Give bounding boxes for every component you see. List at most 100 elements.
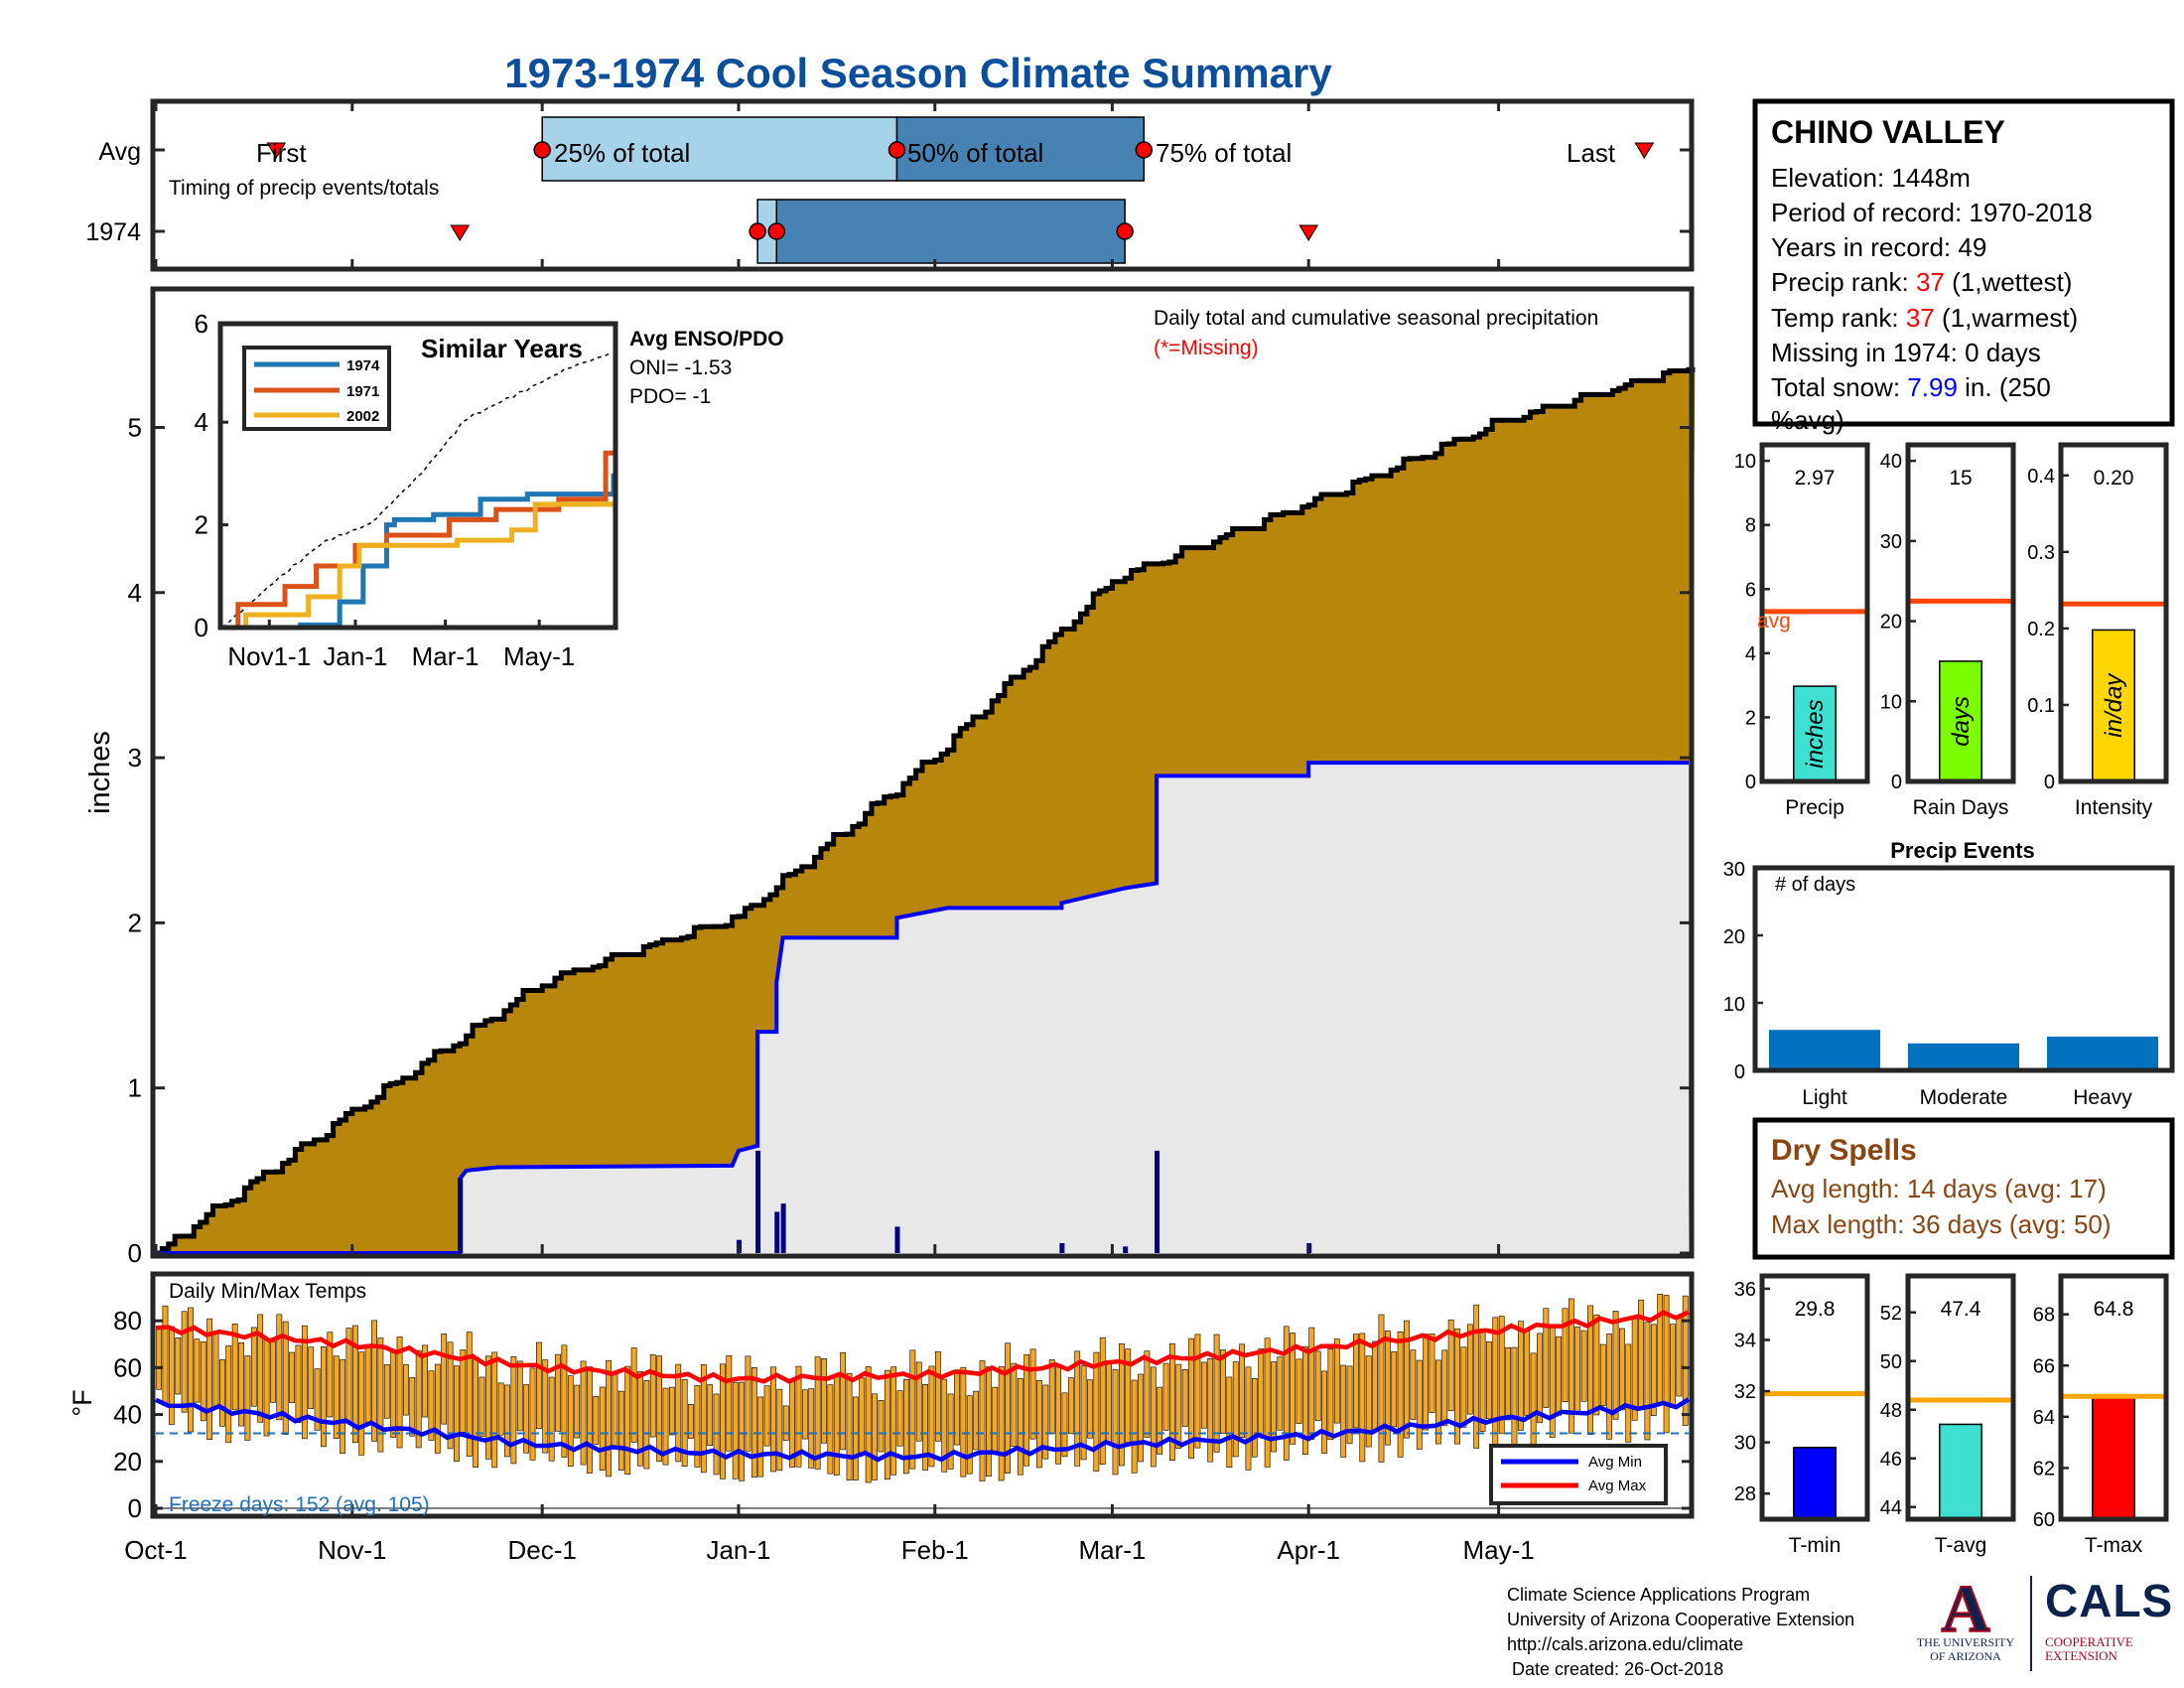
daily-temp-bar-173 [1251,1377,1258,1458]
temp-legend-max: Avg Max [1588,1477,1647,1494]
daily-temp-bar-172 [1245,1366,1252,1471]
daily-temp-bar-194 [1384,1331,1391,1446]
station-frame [1752,98,2175,427]
precip-bar-label-1: days [1948,696,1975,747]
inset-xtick-label-1: Jan-1 [323,641,387,671]
daily-temp-bar-96 [763,1385,770,1447]
daily-temp-bar-219 [1543,1308,1550,1408]
daily-temp-bar-191 [1365,1355,1372,1448]
inset-ticks: 0 2 4 6 Nov1-1 Jan-1 Mar-1 May-1 [195,309,576,671]
cals-subtitle: COOPERATIVE EXTENSION [2045,1635,2133,1663]
precip-events-title: Precip Events [1890,838,2035,863]
enso-oni: ONI= -1.53 [629,356,732,379]
xtick-label-4: Feb-1 [901,1535,969,1565]
daily-temp-bar-42 [422,1344,428,1418]
daily-temp-bar-239 [1670,1324,1676,1408]
daily-temp-bar-86 [700,1364,707,1474]
daily-temp-bar-121 [922,1384,928,1471]
temp-panel-ytick-label-2-0: 60 [2033,1509,2055,1531]
daily-temp-bar-193 [1378,1314,1385,1463]
daily-temp-bar-132 [992,1386,999,1452]
daily-temp-bar-83 [681,1378,688,1467]
precip-value-2: 0.20 [2094,467,2134,490]
precip-event-bar-1 [1908,1043,2019,1070]
daily-temp-bar-35 [377,1337,384,1453]
station-temp-rank: Temp rank: 37 (1,warmest) [1771,303,2078,333]
daily-temp-bar-198 [1410,1349,1417,1420]
daily-temp-bar-188 [1346,1365,1353,1445]
daily-temp-bar-139 [1036,1380,1042,1469]
daily-temp-bar-131 [986,1366,992,1477]
temp-panel-ytick-label-0-0: 28 [1734,1483,1756,1505]
timing-subtitle: Timing of precip events/totals [169,177,439,200]
daily-temp-bar-43 [428,1370,435,1441]
daily-temp-bar-204 [1447,1319,1454,1412]
inset-ytick-label-1: 2 [195,510,208,540]
main-frame [150,286,1695,1259]
daily-temp-bar-176 [1271,1361,1277,1453]
precip-ytick-label-2-2: 0.2 [2027,619,2055,640]
daily-temp-bar-184 [1321,1370,1327,1454]
inset-xtick-label-3: May-1 [503,641,575,671]
station-years: Years in record: 49 [1771,232,1986,262]
dry-spells-box: Dry Spells Avg length: 14 days (avg: 17)… [1752,1117,2175,1260]
daily-temp-bar-9 [212,1331,219,1409]
daily-temp-bar-148 [1093,1351,1100,1472]
daily-temp-bar-236 [1650,1324,1657,1416]
xtick-label-7: May-1 [1462,1535,1534,1565]
daily-temp-bar-229 [1606,1334,1613,1440]
logos: A THE UNIVERSITY OF ARIZONA CALS COOPERA… [1916,1574,2184,1678]
daily-temp-bar-215 [1517,1321,1524,1431]
daily-temp-bar-166 [1207,1358,1214,1463]
xtick-label-6: Apr-1 [1277,1535,1340,1565]
daily-temp-bar-192 [1372,1340,1378,1431]
daily-temp-bar-206 [1460,1346,1467,1428]
daily-temp-bar-158 [1157,1386,1163,1455]
daily-temp-bar-112 [865,1366,872,1483]
temp-panel-value-2: 64.8 [2094,1298,2134,1321]
temp-panel-bar-1 [1939,1423,1982,1520]
daily-temp-bar-238 [1663,1295,1670,1434]
xtick-label-2: Dec-1 [508,1535,577,1565]
daily-temp-bar-216 [1524,1330,1531,1416]
precip-ytick-label-0-4: 8 [1745,515,1756,537]
precip-avg-text-0: avg [1757,610,1791,633]
daily-precip-bar-3 [774,1211,780,1253]
daily-temp-bar-27 [327,1332,334,1418]
daily-temp-bar-50 [473,1357,478,1468]
daily-temp-bar-57 [516,1360,523,1432]
daily-temp-bar-163 [1188,1337,1194,1459]
daily-temp-bar-1 [162,1305,169,1406]
main-ytick-label-1: 1 [128,1073,142,1103]
temp-ytick-label-4: 80 [113,1306,142,1336]
daily-temp-bar-16 [257,1314,264,1423]
daily-temp-bar-130 [979,1360,986,1481]
daily-temp-bar-38 [396,1336,403,1449]
daily-temp-bar-205 [1454,1328,1460,1445]
daily-temp-bar-138 [1029,1348,1036,1440]
temp-panel-value-1: 47.4 [1941,1298,1981,1321]
inset-line-1971 [222,450,614,631]
daily-temp-bar-52 [484,1355,491,1460]
daily-temp-bar-18 [270,1340,276,1403]
y1974-last-marker [1298,224,1319,241]
daily-temp-bar-144 [1067,1377,1074,1435]
daily-temp-bar-22 [295,1344,302,1423]
daily-temp-bar-152 [1118,1343,1125,1467]
daily-temp-bar-181 [1302,1345,1308,1456]
daily-temp-bar-78 [649,1354,656,1438]
ua-logo-icon: A [1940,1574,1990,1637]
events-ytick-label-2: 20 [1723,926,1745,948]
daily-temp-bar-62 [548,1376,555,1462]
temp-panel-label-1: T-avg [1935,1534,1987,1557]
inset-legend-1971: 1971 [346,383,379,400]
daily-temp-bar-212 [1498,1316,1505,1435]
timing-row-1974: 1974 [85,218,141,246]
daily-temp-bar-183 [1314,1350,1321,1422]
daily-temp-bar-164 [1194,1334,1201,1449]
daily-temp-bar-106 [827,1384,834,1475]
daily-temp-bar-60 [536,1341,542,1430]
daily-temp-bar-136 [1017,1377,1024,1476]
daily-temp-bar-189 [1353,1334,1359,1429]
